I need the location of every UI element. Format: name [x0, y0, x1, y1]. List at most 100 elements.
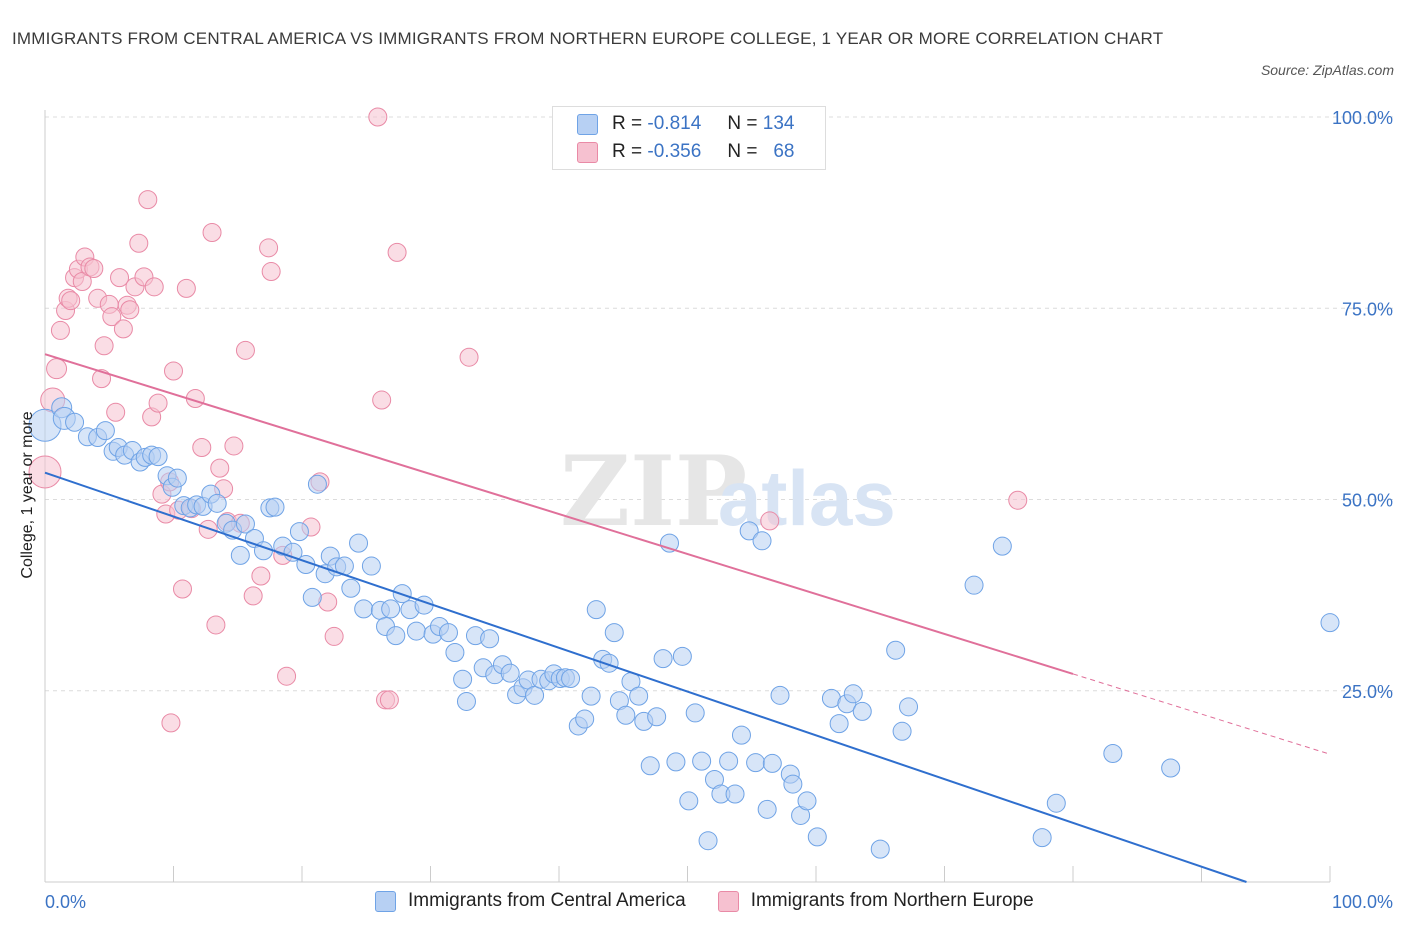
point-central-america	[95, 421, 115, 441]
point-central-america	[647, 707, 667, 727]
point-central-america	[892, 721, 912, 741]
series-legend-item-northern-europe: Immigrants from Northern Europe	[717, 890, 1034, 912]
point-northern-europe	[61, 291, 81, 311]
point-central-america	[1103, 743, 1123, 763]
point-northern-europe	[164, 361, 183, 381]
point-central-america	[289, 522, 309, 542]
point-northern-europe	[1008, 490, 1028, 510]
point-central-america	[148, 447, 168, 467]
point-northern-europe	[120, 300, 140, 320]
point-central-america	[167, 468, 187, 488]
point-central-america	[783, 774, 803, 794]
series-legend-item-central-america: Immigrants from Central America	[375, 890, 686, 912]
legend-n-value: 134	[762, 113, 795, 134]
point-northern-europe	[235, 340, 255, 360]
point-central-america	[354, 599, 374, 619]
point-central-america	[525, 685, 545, 705]
point-central-america	[679, 791, 699, 811]
point-central-america	[1046, 793, 1066, 813]
point-central-america	[575, 709, 595, 729]
series-swatch-blue	[375, 890, 396, 912]
y-tick-label: 25.0%	[1342, 682, 1393, 702]
point-central-america	[698, 831, 718, 851]
point-central-america	[381, 599, 401, 619]
point-central-america	[283, 542, 303, 562]
point-northern-europe	[387, 242, 407, 262]
point-northern-europe	[129, 233, 149, 253]
point-central-america	[586, 600, 606, 620]
point-central-america	[797, 791, 817, 811]
point-central-america	[685, 703, 705, 723]
trendline-northern-europe-extension	[1072, 673, 1331, 755]
legend-r-value: -0.356	[647, 141, 702, 162]
point-northern-europe	[251, 566, 271, 586]
point-central-america	[1320, 613, 1340, 633]
point-central-america	[770, 685, 790, 705]
point-central-america	[307, 474, 327, 494]
point-northern-europe	[138, 190, 158, 210]
point-northern-europe	[102, 307, 122, 327]
point-northern-europe	[760, 511, 780, 531]
watermark-zip: ZIP	[560, 435, 747, 548]
series-swatch-pink	[717, 890, 739, 912]
point-central-america	[302, 587, 322, 607]
y-axis-label: College, 1 year or more	[19, 411, 36, 579]
point-central-america	[1032, 828, 1052, 848]
point-northern-europe	[148, 393, 168, 413]
point-northern-europe	[28, 455, 62, 489]
point-central-america	[672, 646, 692, 666]
point-central-america	[500, 663, 520, 683]
point-central-america	[870, 839, 890, 859]
point-northern-europe	[172, 579, 192, 599]
point-northern-europe	[94, 336, 114, 356]
point-northern-europe	[277, 666, 297, 686]
point-central-america	[349, 533, 369, 553]
point-northern-europe	[192, 437, 212, 457]
x-tick-label: 100.0%	[1332, 892, 1393, 912]
point-northern-europe	[368, 107, 388, 127]
point-central-america	[235, 514, 255, 534]
stats-legend: R = -0.814 N = 134 R = -0.356 N = 68	[552, 106, 826, 170]
point-northern-europe	[243, 586, 263, 606]
point-central-america	[739, 521, 759, 541]
legend-row-northern-europe: R = -0.356 N = 68	[577, 139, 794, 165]
legend-swatch-pink	[577, 141, 598, 163]
point-northern-europe	[459, 347, 479, 367]
y-tick-label: 50.0%	[1342, 491, 1393, 511]
point-central-america	[757, 799, 777, 819]
point-central-america	[725, 784, 745, 804]
point-central-america	[829, 714, 849, 734]
point-central-america	[899, 697, 919, 717]
point-central-america	[992, 536, 1012, 556]
legend-n-label: N =	[727, 141, 758, 162]
point-central-america	[445, 643, 465, 662]
legend-n-label: N =	[727, 113, 758, 134]
point-central-america	[361, 556, 381, 576]
point-northern-europe	[210, 458, 230, 478]
point-central-america	[581, 686, 601, 706]
point-northern-europe	[144, 277, 164, 297]
point-central-america	[406, 621, 426, 641]
point-central-america	[616, 705, 636, 725]
legend-r-label: R =	[612, 113, 643, 134]
point-central-america	[852, 701, 872, 721]
point-northern-europe	[206, 615, 226, 635]
point-central-america	[886, 640, 906, 660]
point-northern-europe	[84, 258, 104, 278]
point-central-america	[807, 827, 827, 847]
point-northern-europe	[379, 690, 399, 710]
point-central-america	[653, 649, 673, 669]
point-northern-europe	[202, 223, 222, 243]
point-central-america	[719, 751, 739, 771]
point-central-america	[964, 575, 984, 595]
point-central-america	[561, 669, 581, 689]
y-tick-label: 100.0%	[1332, 108, 1393, 128]
legend-n-value: 68	[773, 141, 795, 162]
trendline-northern-europe	[44, 353, 1074, 675]
point-central-america	[480, 629, 500, 649]
series-label: Immigrants from Northern Europe	[750, 890, 1034, 911]
legend-row-central-america: R = -0.814 N = 134	[577, 111, 794, 137]
point-central-america	[265, 497, 285, 517]
legend-r-label: R =	[612, 141, 643, 162]
